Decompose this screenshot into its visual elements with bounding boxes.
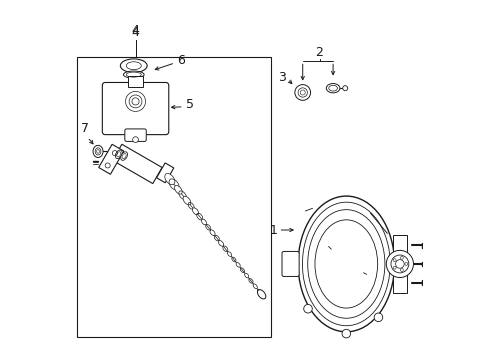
FancyBboxPatch shape [102, 82, 168, 135]
Bar [128, 76, 142, 87]
Ellipse shape [236, 262, 240, 267]
Polygon shape [112, 144, 162, 184]
Ellipse shape [227, 252, 231, 256]
Polygon shape [156, 163, 173, 183]
Circle shape [386, 250, 413, 278]
Text: 2: 2 [315, 46, 323, 59]
Polygon shape [99, 144, 123, 174]
Ellipse shape [192, 208, 198, 215]
Ellipse shape [120, 59, 147, 72]
Circle shape [132, 137, 138, 143]
Text: 3: 3 [278, 71, 285, 84]
Ellipse shape [183, 196, 190, 205]
Text: 4: 4 [131, 26, 139, 39]
Ellipse shape [218, 240, 223, 246]
FancyBboxPatch shape [282, 251, 299, 276]
Text: 4: 4 [131, 24, 139, 37]
Ellipse shape [121, 152, 127, 160]
Ellipse shape [164, 174, 175, 185]
Circle shape [303, 305, 312, 313]
Text: 1: 1 [269, 224, 277, 237]
Circle shape [294, 85, 310, 100]
Ellipse shape [93, 145, 103, 157]
Ellipse shape [298, 196, 394, 332]
Text: 5: 5 [185, 99, 193, 112]
Bar [77, 57, 271, 337]
Ellipse shape [115, 150, 122, 158]
Text: 6: 6 [176, 54, 184, 67]
Text: 7: 7 [81, 122, 89, 135]
Ellipse shape [174, 185, 182, 194]
Ellipse shape [209, 230, 215, 235]
Circle shape [341, 329, 350, 338]
Ellipse shape [244, 273, 248, 278]
Ellipse shape [325, 84, 339, 93]
FancyBboxPatch shape [124, 129, 146, 141]
Circle shape [373, 313, 382, 321]
Ellipse shape [257, 290, 265, 299]
Ellipse shape [253, 284, 257, 289]
Ellipse shape [123, 71, 144, 78]
Circle shape [342, 86, 347, 91]
Ellipse shape [201, 219, 206, 225]
Bar [392, 235, 406, 293]
